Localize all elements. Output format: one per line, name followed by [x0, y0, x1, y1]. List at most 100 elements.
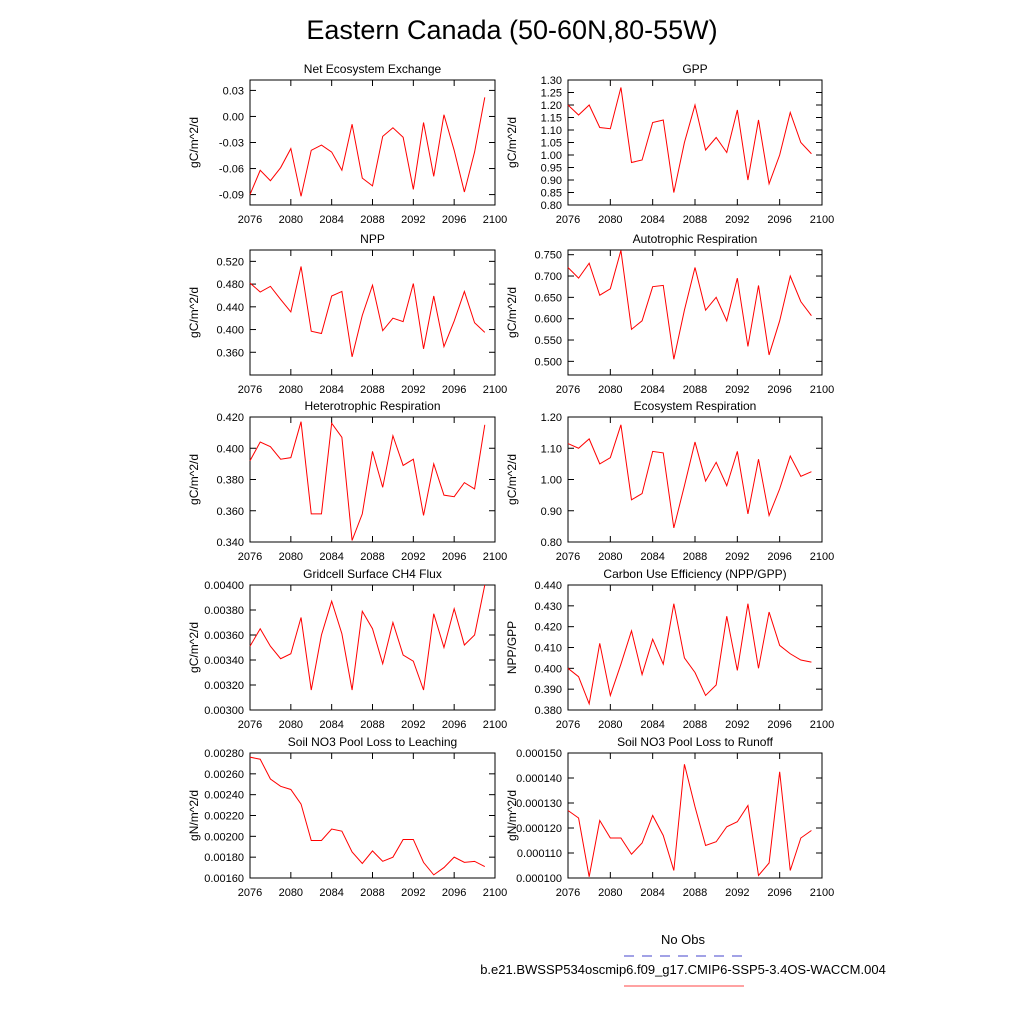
x-tick-label: 2080	[598, 551, 622, 563]
y-tick-label: 0.430	[534, 601, 562, 613]
x-tick-label: 2100	[810, 719, 834, 731]
y-tick-label: 0.440	[534, 580, 562, 592]
y-tick-label: 0.500	[534, 356, 562, 368]
panel-title: Soil NO3 Pool Loss to Leaching	[288, 735, 457, 749]
y-tick-label: 0.360	[216, 347, 244, 359]
y-tick-label: 0.00380	[204, 605, 244, 617]
y-tick-label: 0.00	[223, 111, 244, 123]
y-tick-label: 0.00280	[204, 748, 244, 760]
y-tick-label: 1.30	[541, 75, 562, 87]
legend-label: No Obs	[661, 932, 706, 947]
y-axis-label: gC/m^2/d	[505, 287, 519, 338]
data-line	[249, 584, 486, 691]
x-tick-label: 2100	[810, 887, 834, 899]
y-tick-label: 0.410	[534, 643, 562, 655]
y-tick-label: 0.80	[541, 200, 562, 212]
y-axis-label: gC/m^2/d	[505, 117, 519, 168]
panel-title: Autotrophic Respiration	[633, 232, 758, 246]
y-axis-label: gN/m^2/d	[505, 790, 519, 841]
x-tick-label: 2088	[683, 887, 707, 899]
x-tick-label: 2100	[810, 384, 834, 396]
x-tick-label: 2092	[725, 214, 749, 226]
x-tick-label: 2080	[279, 214, 303, 226]
x-tick-label: 2092	[725, 887, 749, 899]
y-tick-label: 0.380	[534, 705, 562, 717]
x-tick-label: 2084	[640, 551, 664, 563]
x-tick-label: 2084	[640, 214, 664, 226]
data-line	[567, 424, 812, 529]
x-tick-label: 2092	[401, 719, 425, 731]
y-tick-label: 0.650	[534, 292, 562, 304]
y-tick-label: 1.15	[541, 113, 562, 125]
y-tick-label: 0.400	[534, 663, 562, 675]
y-tick-label: 0.400	[216, 443, 244, 455]
x-tick-label: 2076	[556, 887, 580, 899]
y-tick-label: 0.90	[541, 175, 562, 187]
x-tick-label: 2080	[279, 551, 303, 563]
y-tick-label: 0.380	[216, 475, 244, 487]
x-tick-label: 2080	[598, 887, 622, 899]
data-line	[249, 756, 486, 876]
y-tick-label: 1.20	[541, 412, 562, 424]
data-line	[249, 266, 486, 357]
data-line	[567, 87, 812, 193]
y-tick-label: -0.03	[219, 138, 244, 150]
x-tick-label: 2088	[360, 551, 384, 563]
x-tick-label: 2088	[683, 384, 707, 396]
y-tick-label: 0.00320	[204, 680, 244, 692]
data-line	[249, 421, 486, 541]
x-tick-label: 2076	[238, 214, 262, 226]
x-tick-label: 2076	[556, 214, 580, 226]
x-tick-label: 2088	[360, 214, 384, 226]
data-line	[567, 250, 812, 360]
x-tick-label: 2096	[442, 384, 466, 396]
y-tick-label: 0.00340	[204, 655, 244, 667]
y-tick-label: 0.000150	[516, 748, 562, 760]
y-tick-label: 0.550	[534, 335, 562, 347]
y-tick-label: 1.25	[541, 88, 562, 100]
x-tick-label: 2084	[319, 887, 343, 899]
y-tick-label: 0.000100	[516, 873, 562, 885]
y-tick-label: 0.00400	[204, 580, 244, 592]
data-line	[567, 764, 812, 877]
x-tick-label: 2080	[279, 887, 303, 899]
x-tick-label: 2096	[767, 384, 791, 396]
y-tick-label: 0.00300	[204, 705, 244, 717]
y-tick-label: 1.05	[541, 138, 562, 150]
y-tick-label: 1.10	[541, 125, 562, 137]
panel-title: Net Ecosystem Exchange	[304, 62, 442, 76]
x-tick-label: 2096	[767, 887, 791, 899]
y-tick-label: 0.400	[216, 325, 244, 337]
x-tick-label: 2096	[442, 214, 466, 226]
y-axis-label: gC/m^2/d	[187, 622, 201, 673]
x-tick-label: 2076	[238, 887, 262, 899]
x-tick-label: 2080	[279, 719, 303, 731]
x-tick-label: 2100	[810, 214, 834, 226]
y-tick-label: 0.750	[534, 250, 562, 262]
y-tick-label: 0.440	[216, 302, 244, 314]
y-tick-label: 0.90	[541, 506, 562, 518]
x-tick-label: 2096	[767, 719, 791, 731]
y-tick-label: 0.700	[534, 271, 562, 283]
panel-title: Soil NO3 Pool Loss to Runoff	[617, 735, 774, 749]
y-tick-label: 1.00	[541, 150, 562, 162]
data-line	[249, 97, 486, 197]
y-tick-label: 0.520	[216, 256, 244, 268]
figure-title: Eastern Canada (50-60N,80-55W)	[306, 15, 717, 45]
x-tick-label: 2088	[360, 887, 384, 899]
x-tick-label: 2092	[401, 887, 425, 899]
x-tick-label: 2088	[683, 719, 707, 731]
x-tick-label: 2092	[725, 551, 749, 563]
x-tick-label: 2076	[556, 384, 580, 396]
panel-title: Carbon Use Efficiency (NPP/GPP)	[603, 567, 786, 581]
y-tick-label: 0.390	[534, 684, 562, 696]
y-tick-label: 0.95	[541, 163, 562, 175]
x-tick-label: 2076	[238, 551, 262, 563]
x-tick-label: 2100	[483, 887, 507, 899]
x-tick-label: 2084	[640, 719, 664, 731]
y-tick-label: 0.00260	[204, 769, 244, 781]
y-tick-label: 0.420	[534, 622, 562, 634]
x-tick-label: 2100	[810, 551, 834, 563]
